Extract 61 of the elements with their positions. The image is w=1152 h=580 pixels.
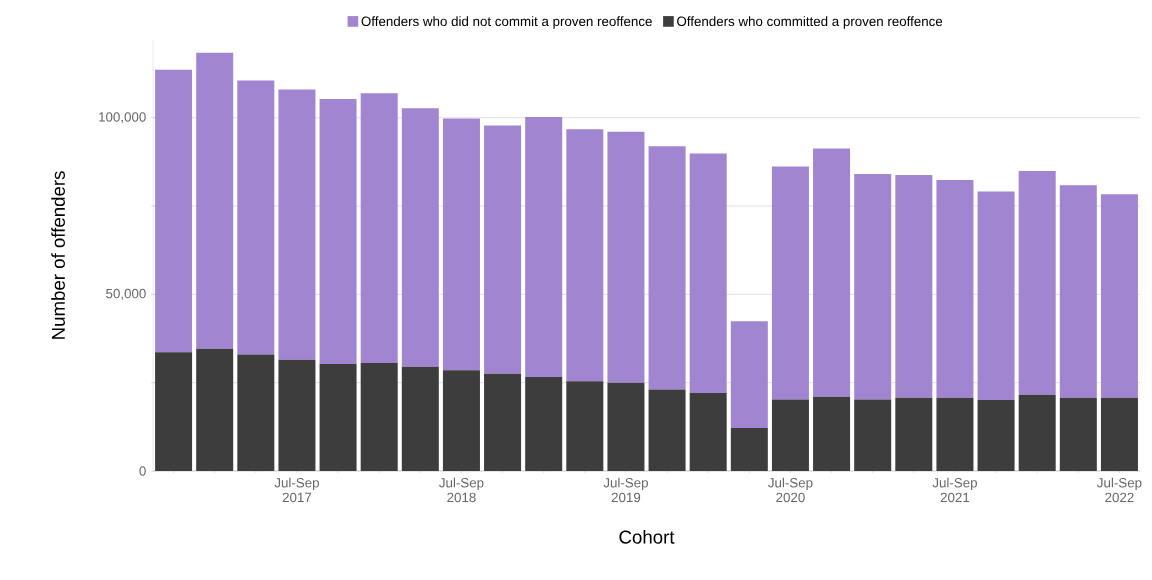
x-tick-label: Jul-Sep 2019: [603, 477, 648, 503]
x-tick-label: Jul-Sep 2022: [1097, 477, 1142, 503]
x-tick-label: Jul-Sep 2017: [274, 477, 319, 503]
bar: [1059, 185, 1097, 398]
bar: [525, 117, 563, 378]
bar: [607, 382, 645, 471]
bar: [607, 131, 645, 383]
bar: [689, 153, 727, 393]
bar: [237, 354, 275, 471]
bar: [319, 363, 357, 471]
bar: [155, 352, 193, 471]
x-tick-label: Jul-Sep 2020: [768, 477, 813, 503]
bar: [484, 373, 522, 471]
bar: [977, 191, 1015, 400]
bar: [442, 370, 480, 471]
bar: [854, 173, 892, 400]
bar: [771, 166, 809, 400]
bar: [854, 399, 892, 471]
bar: [566, 381, 604, 471]
bar: [1100, 194, 1138, 398]
bar: [977, 399, 1015, 471]
bar: [360, 93, 398, 363]
bar: [813, 396, 851, 471]
bar: [442, 118, 480, 371]
bar: [648, 389, 686, 471]
bar: [566, 129, 604, 382]
legend-label: Offenders who did not commit a proven reoffence: [361, 16, 652, 29]
y-tick-label: 50,000: [106, 288, 146, 300]
bar: [237, 80, 275, 355]
bar: [1018, 394, 1056, 471]
legend-label: Offenders who committed a proven reoffence: [677, 16, 943, 29]
bar: [689, 392, 727, 471]
bar: [278, 89, 316, 360]
bar: [155, 69, 193, 353]
bar: [895, 174, 933, 398]
bar: [1100, 397, 1138, 471]
bar: [813, 148, 851, 397]
y-tick-label: 100,000: [99, 112, 146, 124]
bar: [525, 377, 563, 471]
bar: [196, 52, 234, 349]
bar: [484, 125, 522, 374]
bar: [1018, 171, 1056, 395]
x-axis-title: Cohort: [619, 529, 675, 544]
bar: [730, 321, 768, 428]
bar: [401, 108, 439, 367]
bar: [936, 179, 974, 398]
bar: [401, 366, 439, 471]
x-tick-label: Jul-Sep 2021: [932, 477, 977, 503]
bar: [278, 359, 316, 471]
bar: [319, 98, 357, 364]
bar: [196, 348, 234, 471]
bar: [730, 427, 768, 471]
y-axis-title: Number of offenders: [51, 171, 65, 339]
bar: [648, 146, 686, 390]
bar: [936, 397, 974, 471]
x-tick-label: Jul-Sep 2018: [439, 477, 484, 503]
bar: [895, 397, 933, 471]
bar: [1059, 397, 1097, 471]
y-tick-label: 0: [139, 466, 146, 476]
bar: [771, 399, 809, 471]
bar: [360, 362, 398, 471]
